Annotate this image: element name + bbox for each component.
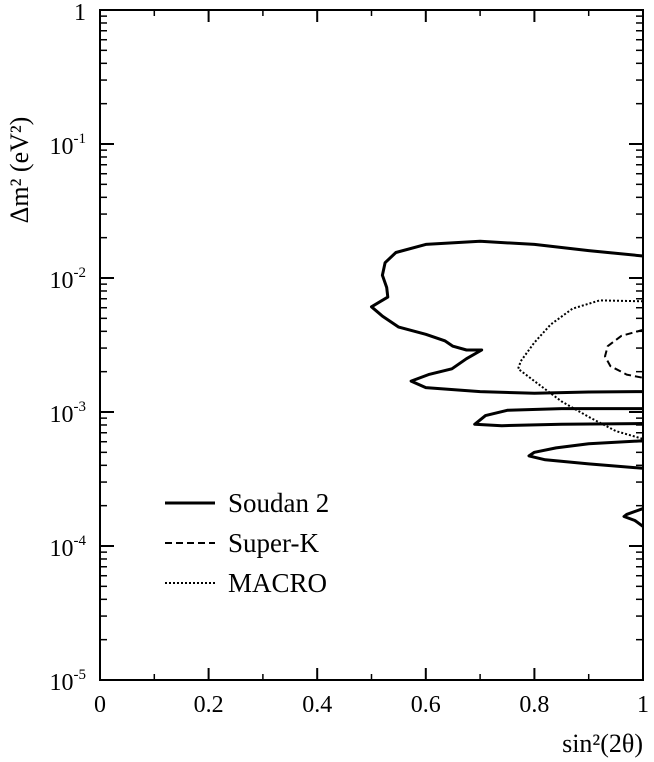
- legend-label: Soudan 2: [228, 488, 329, 518]
- soudan-2-contour: [527, 439, 644, 470]
- x-tick-label: 0.4: [302, 692, 332, 718]
- x-tick-label: 0.8: [519, 692, 549, 718]
- macro-contour: [517, 299, 644, 440]
- legend-label: Super-K: [228, 528, 319, 558]
- plot-frame: [99, 9, 644, 681]
- legend: Soudan 2 Super-K MACRO: [165, 488, 329, 598]
- soudan-2-contour: [370, 239, 644, 395]
- x-axis-title: sin²(2θ): [562, 729, 643, 758]
- y-tick-label: 1: [74, 0, 86, 26]
- soudan-2-contour: [473, 407, 644, 428]
- super-k-contour: [604, 328, 644, 379]
- x-axis-ticks: 0 0.2 0.4 0.6 0.8 1: [94, 10, 649, 718]
- contour-curves: [370, 239, 644, 528]
- y-tick-label: 10-1: [50, 131, 87, 160]
- legend-label: MACRO: [228, 568, 327, 598]
- y-tick-label: 10-4: [50, 533, 87, 562]
- y-tick-label: 10-5: [50, 667, 87, 696]
- x-tick-label: 0.6: [411, 692, 441, 718]
- y-tick-label: 10-2: [50, 265, 87, 294]
- y-tick-label: 10-3: [50, 399, 87, 428]
- x-tick-label: 0: [94, 692, 106, 718]
- x-tick-label: 1: [637, 692, 649, 718]
- y-axis-title: Δm² (eV²): [5, 117, 34, 224]
- soudan-2-contour: [622, 507, 644, 528]
- y-axis-ticks: 1 10-1 10-2 10-3 10-4 10-5: [50, 0, 643, 696]
- x-tick-label: 0.2: [194, 692, 224, 718]
